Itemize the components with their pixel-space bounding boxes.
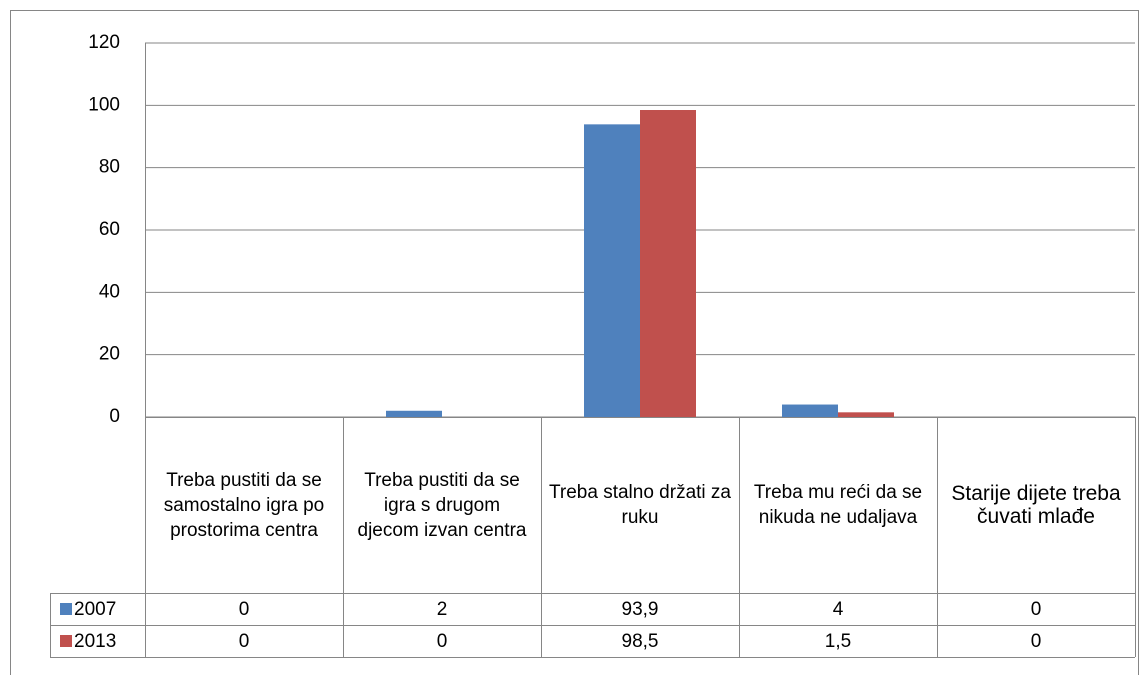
table-cell: 4 — [833, 599, 844, 620]
bar — [782, 404, 838, 417]
bar — [838, 412, 894, 417]
y-tick-label: 40 — [99, 281, 120, 302]
table-cell: 0 — [239, 631, 250, 652]
y-tick-label: 80 — [99, 157, 120, 178]
table-cell: 93,9 — [622, 599, 659, 620]
bar — [386, 410, 442, 417]
category-label: Treba mu reći da se nikuda ne udaljava — [753, 482, 923, 528]
y-tick-label: 60 — [99, 219, 120, 240]
legend-key — [60, 603, 72, 615]
chart-border — [10, 10, 1139, 675]
legend-label: 2013 — [74, 631, 116, 652]
table-cell: 0 — [437, 631, 448, 652]
y-tick-label: 120 — [88, 32, 120, 53]
category-label: Treba stalno držati za ruku — [549, 482, 731, 528]
bar — [640, 110, 696, 417]
table-cell: 0 — [1031, 599, 1042, 620]
category-label: Starije dijete treba čuvati mlađe — [951, 482, 1121, 528]
legend-key — [60, 635, 72, 647]
y-tick-label: 0 — [109, 406, 120, 427]
table-cell: 2 — [437, 599, 448, 620]
table-cell: 0 — [1031, 631, 1042, 652]
category-label: Treba pustiti da se igra s drugom djecom… — [357, 469, 527, 541]
bar — [584, 124, 640, 417]
category-label: Treba pustiti da se samostalno igra po p… — [163, 469, 325, 541]
y-tick-label: 20 — [99, 344, 120, 365]
table-cell: 1,5 — [825, 631, 851, 652]
table-cell: 98,5 — [622, 631, 659, 652]
y-tick-label: 100 — [88, 94, 120, 115]
table-cell: 0 — [239, 599, 250, 620]
legend-label: 2007 — [74, 599, 116, 620]
